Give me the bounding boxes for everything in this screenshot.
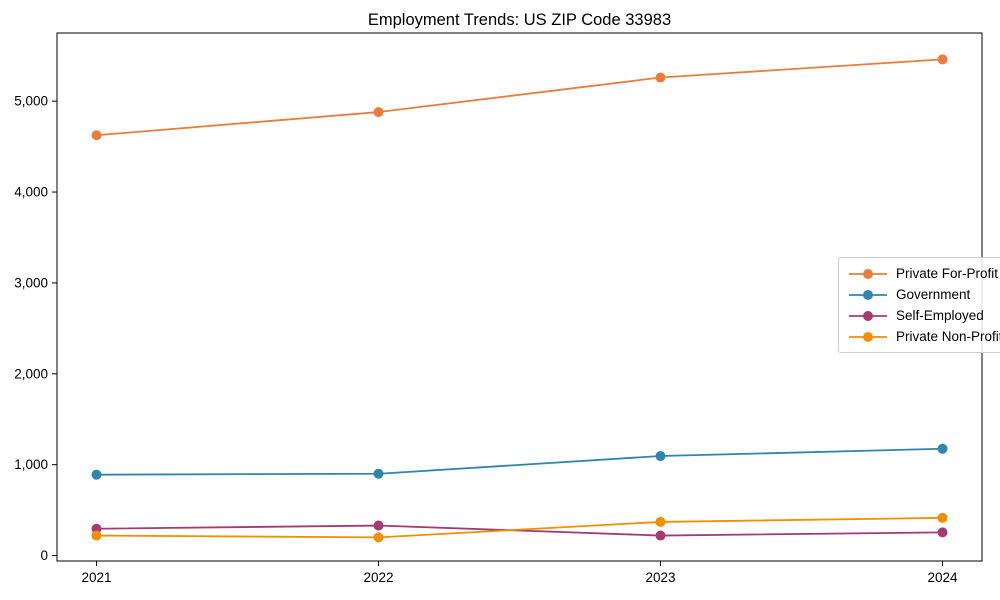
legend-dot-private-non-profit bbox=[863, 331, 873, 342]
data-point-self-employed bbox=[373, 520, 384, 531]
x-tick-label: 2021 bbox=[81, 570, 111, 585]
data-point-self-employed bbox=[655, 530, 666, 541]
legend-entry-self-employed: Self-Employed bbox=[847, 306, 1000, 325]
data-point-private-for-profit bbox=[373, 107, 384, 118]
data-point-private-for-profit bbox=[91, 130, 102, 141]
series-line-government bbox=[96, 447, 943, 476]
y-tick-label: 3,000 bbox=[14, 275, 48, 290]
series-line-private-for-profit bbox=[96, 58, 943, 137]
legend-label-private-for-profit: Private For-Profit bbox=[896, 266, 999, 281]
data-point-government bbox=[373, 468, 384, 479]
legend-marker-private-non-profit bbox=[849, 331, 887, 342]
data-point-private-non-profit bbox=[937, 512, 948, 523]
x-tick-label: 2024 bbox=[927, 570, 958, 585]
data-point-government bbox=[655, 451, 666, 462]
legend-marker-self-employed bbox=[849, 310, 887, 321]
y-tick-label: 4,000 bbox=[14, 185, 48, 200]
data-point-government bbox=[91, 469, 102, 480]
y-tick-label: 0 bbox=[40, 548, 48, 563]
data-point-private-for-profit bbox=[937, 54, 948, 65]
legend-marker-government bbox=[849, 289, 887, 300]
series-line-self-employed bbox=[96, 524, 943, 537]
chart-title: Employment Trends: US ZIP Code 33983 bbox=[367, 11, 672, 29]
legend-label-self-employed: Self-Employed bbox=[896, 308, 984, 323]
legend-marker-private-for-profit bbox=[849, 268, 887, 279]
data-point-private-non-profit bbox=[655, 516, 666, 527]
legend-label-government: Government bbox=[896, 287, 971, 302]
y-tick-label: 2,000 bbox=[14, 366, 48, 381]
data-point-private-non-profit bbox=[373, 532, 384, 543]
x-tick-label: 2023 bbox=[645, 570, 675, 585]
legend-entry-government: Government bbox=[847, 285, 1000, 304]
x-tick-label: 2022 bbox=[363, 570, 393, 585]
data-point-private-non-profit bbox=[91, 530, 102, 541]
data-point-government bbox=[937, 443, 948, 454]
legend-dot-private-for-profit bbox=[863, 268, 873, 279]
legend-entry-private-non-profit: Private Non-Profit bbox=[847, 327, 1000, 346]
data-point-private-for-profit bbox=[655, 72, 666, 83]
series-line-private-non-profit bbox=[96, 516, 943, 539]
legend-entry-private-for-profit: Private For-Profit bbox=[847, 264, 1000, 283]
legend-dot-government bbox=[863, 289, 873, 300]
legend-dot-self-employed bbox=[863, 310, 873, 321]
y-tick-label: 5,000 bbox=[14, 94, 48, 109]
y-tick-label: 1,000 bbox=[14, 457, 48, 472]
legend-label-private-non-profit: Private Non-Profit bbox=[896, 329, 1000, 344]
data-point-self-employed bbox=[937, 527, 948, 538]
legend: Private For-Profit Government Self-Employe… bbox=[838, 257, 1000, 353]
